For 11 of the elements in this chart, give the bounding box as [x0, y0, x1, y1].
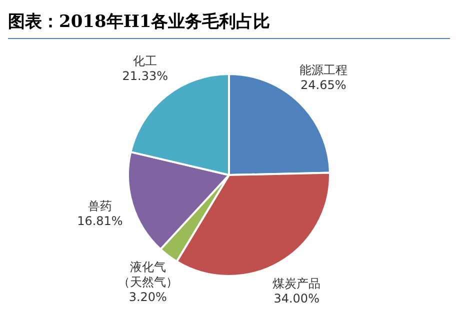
data-label: 24.65% [300, 78, 346, 92]
slice-label: 液化气（天然气） [118, 260, 178, 290]
slice-label: 兽药 [88, 199, 112, 214]
chart-title: 图表：2018年H1各业务毛利占比 [8, 8, 450, 39]
data-label: 34.00% [274, 291, 320, 306]
slice-label: 化工 [133, 54, 158, 68]
slice-label: 煤炭产品 [272, 276, 321, 290]
data-label: 21.33% [122, 68, 168, 83]
data-label: 16.81% [77, 214, 123, 228]
slice-label: 能源工程 [299, 63, 348, 78]
data-label: 3.20% [128, 290, 167, 304]
